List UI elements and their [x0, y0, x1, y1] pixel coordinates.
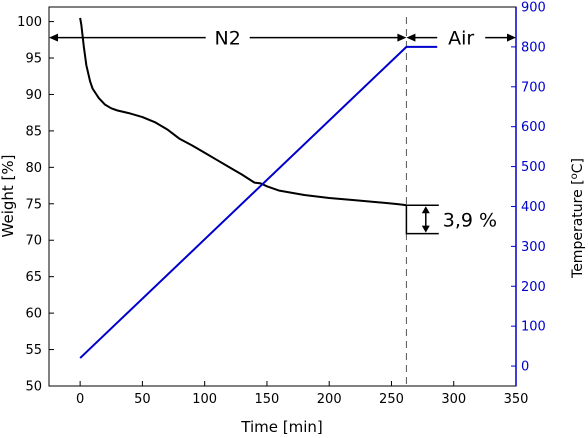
n2-arrow-head-right	[397, 33, 407, 42]
y2-tick-label: 500	[521, 160, 546, 175]
x-axis-label: Time [min]	[240, 418, 322, 436]
x-tick-label: 100	[192, 392, 217, 407]
step-drop-line	[405, 205, 439, 235]
y-axis-label: Weight [%]	[0, 155, 17, 238]
y2-tick-label: 800	[521, 40, 546, 55]
temperature-series-line	[79, 45, 439, 359]
y-tick-label: 75	[25, 197, 42, 212]
air-label: Air	[448, 28, 474, 50]
y2-tick-label: 0	[521, 360, 529, 375]
x-tick-label: 150	[255, 392, 280, 407]
y2-tick-label: 100	[521, 320, 546, 335]
y2-tick-label: 600	[521, 120, 546, 135]
y2-tick-label: 300	[521, 240, 546, 255]
n2-label-backdrop	[205, 25, 250, 50]
y2-axis-label: Temperature [oC]	[569, 158, 586, 279]
y-tick-label: 85	[25, 124, 42, 139]
x-tick-label: 350	[504, 392, 529, 407]
y-tick-label: 50	[25, 380, 42, 395]
x-tick-label: 0	[76, 392, 84, 407]
air-arrow-head-left	[406, 33, 416, 42]
y2-label-post: C]	[570, 158, 586, 173]
y-tick-label: 60	[25, 307, 42, 322]
y2-label-pre: Temperature [	[570, 179, 586, 279]
y-tick-label: 55	[25, 343, 42, 358]
y-tick-label: 80	[25, 161, 42, 176]
y-tick-label: 70	[25, 234, 42, 249]
x-tick-label: 200	[317, 392, 342, 407]
x-tick-label: 50	[134, 392, 151, 407]
plot-frame	[48, 6, 517, 387]
x-tick-label: 300	[441, 392, 466, 407]
weight-series-line	[79, 17, 407, 207]
change-arrow-head-up	[421, 206, 430, 214]
change-arrow-head-down	[421, 225, 430, 233]
air-arrow-head-right	[507, 33, 516, 42]
x-tick-label: 250	[379, 392, 404, 407]
y2-tick-label: 900	[521, 1, 546, 16]
y2-tick-label: 700	[521, 80, 546, 95]
air-label-backdrop	[437, 25, 486, 50]
change-label: 3,9 %	[443, 209, 497, 231]
y2-label-sup: o	[569, 173, 580, 179]
y2-tick-label: 200	[521, 280, 546, 295]
n2-label: N2	[215, 28, 241, 50]
y2-tick-label: 400	[521, 200, 546, 215]
y-tick-label: 65	[25, 270, 42, 285]
n2-arrow-head-left	[49, 33, 58, 42]
data-layer	[49, 17, 516, 386]
y-tick-label: 95	[25, 52, 42, 67]
y-tick-label: 100	[17, 15, 42, 30]
tick-layer: 0 50 100 150 200 250 300 350 50 55 60 65 70 75 80 85 90 9…	[17, 1, 546, 408]
y-tick-label: 90	[25, 88, 42, 103]
